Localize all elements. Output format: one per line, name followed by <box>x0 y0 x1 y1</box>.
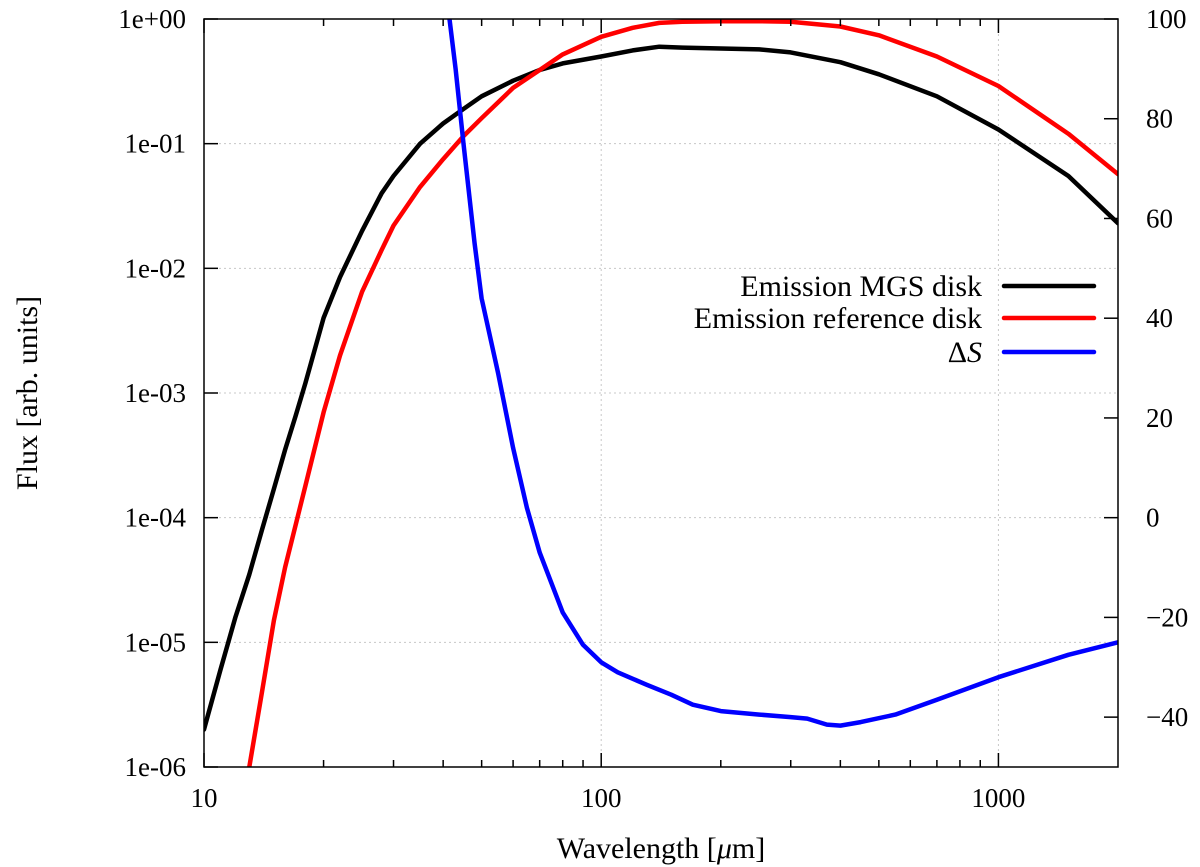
legend-label-reference: Emission reference disk <box>694 302 982 335</box>
y2-tick-label: 80 <box>1146 104 1173 134</box>
legend-label-delta-s: ΔS <box>948 336 982 369</box>
legend-delta-symbol: Δ <box>948 336 967 369</box>
x-axis-title-pre: Wavelength [ <box>557 832 717 865</box>
y2-tick-label: 60 <box>1146 203 1173 233</box>
y-tick-label: 1e-04 <box>125 503 187 533</box>
y-tick-labels: 1e+00 1e-01 1e-02 1e-03 1e-04 1e-05 1e-06 <box>118 4 186 782</box>
legend-s-symbol: S <box>967 336 982 369</box>
y-tick-label: 1e-02 <box>125 253 186 283</box>
x-axis-title-mu: μ <box>716 832 732 865</box>
y2-tick-labels: 100 80 60 40 20 0 −20 −40 <box>1146 4 1188 732</box>
y2-tick-label: 40 <box>1146 303 1173 333</box>
series-line-reference <box>247 19 1118 767</box>
y2-tick-label: 20 <box>1146 403 1173 433</box>
y2-tick-label: 100 <box>1146 4 1187 34</box>
series-line-mgs <box>204 44 1118 732</box>
y-tick-label: 1e-01 <box>125 129 186 159</box>
y-tick-label: 1e+00 <box>118 4 186 34</box>
x-tick-labels: 10 100 1000 <box>191 783 1026 813</box>
y-axis-title: Flux [arb. units] <box>11 296 44 490</box>
series-layer <box>204 19 1118 767</box>
legend-label-mgs: Emission MGS disk <box>740 270 982 303</box>
legend: Emission MGS disk Emission reference dis… <box>694 270 1097 369</box>
y-tick-label: 1e-03 <box>125 378 186 408</box>
y-tick-label: 1e-06 <box>125 752 186 782</box>
x-axis-title: Wavelength [μm] <box>557 832 765 865</box>
x-tick-label: 1000 <box>971 783 1025 813</box>
y2-tick-label: −20 <box>1146 602 1188 632</box>
x-tick-label: 100 <box>581 783 622 813</box>
y-tick-label: 1e-05 <box>125 627 186 657</box>
y2-tick-label: −40 <box>1146 702 1188 732</box>
grid <box>204 19 1118 767</box>
x-axis-title-post: m] <box>732 832 765 865</box>
plot-frame <box>203 18 1119 768</box>
x-tick-label: 10 <box>191 783 218 813</box>
y2-tick-label: 0 <box>1146 503 1160 533</box>
series-line-delta-s <box>447 19 1118 728</box>
